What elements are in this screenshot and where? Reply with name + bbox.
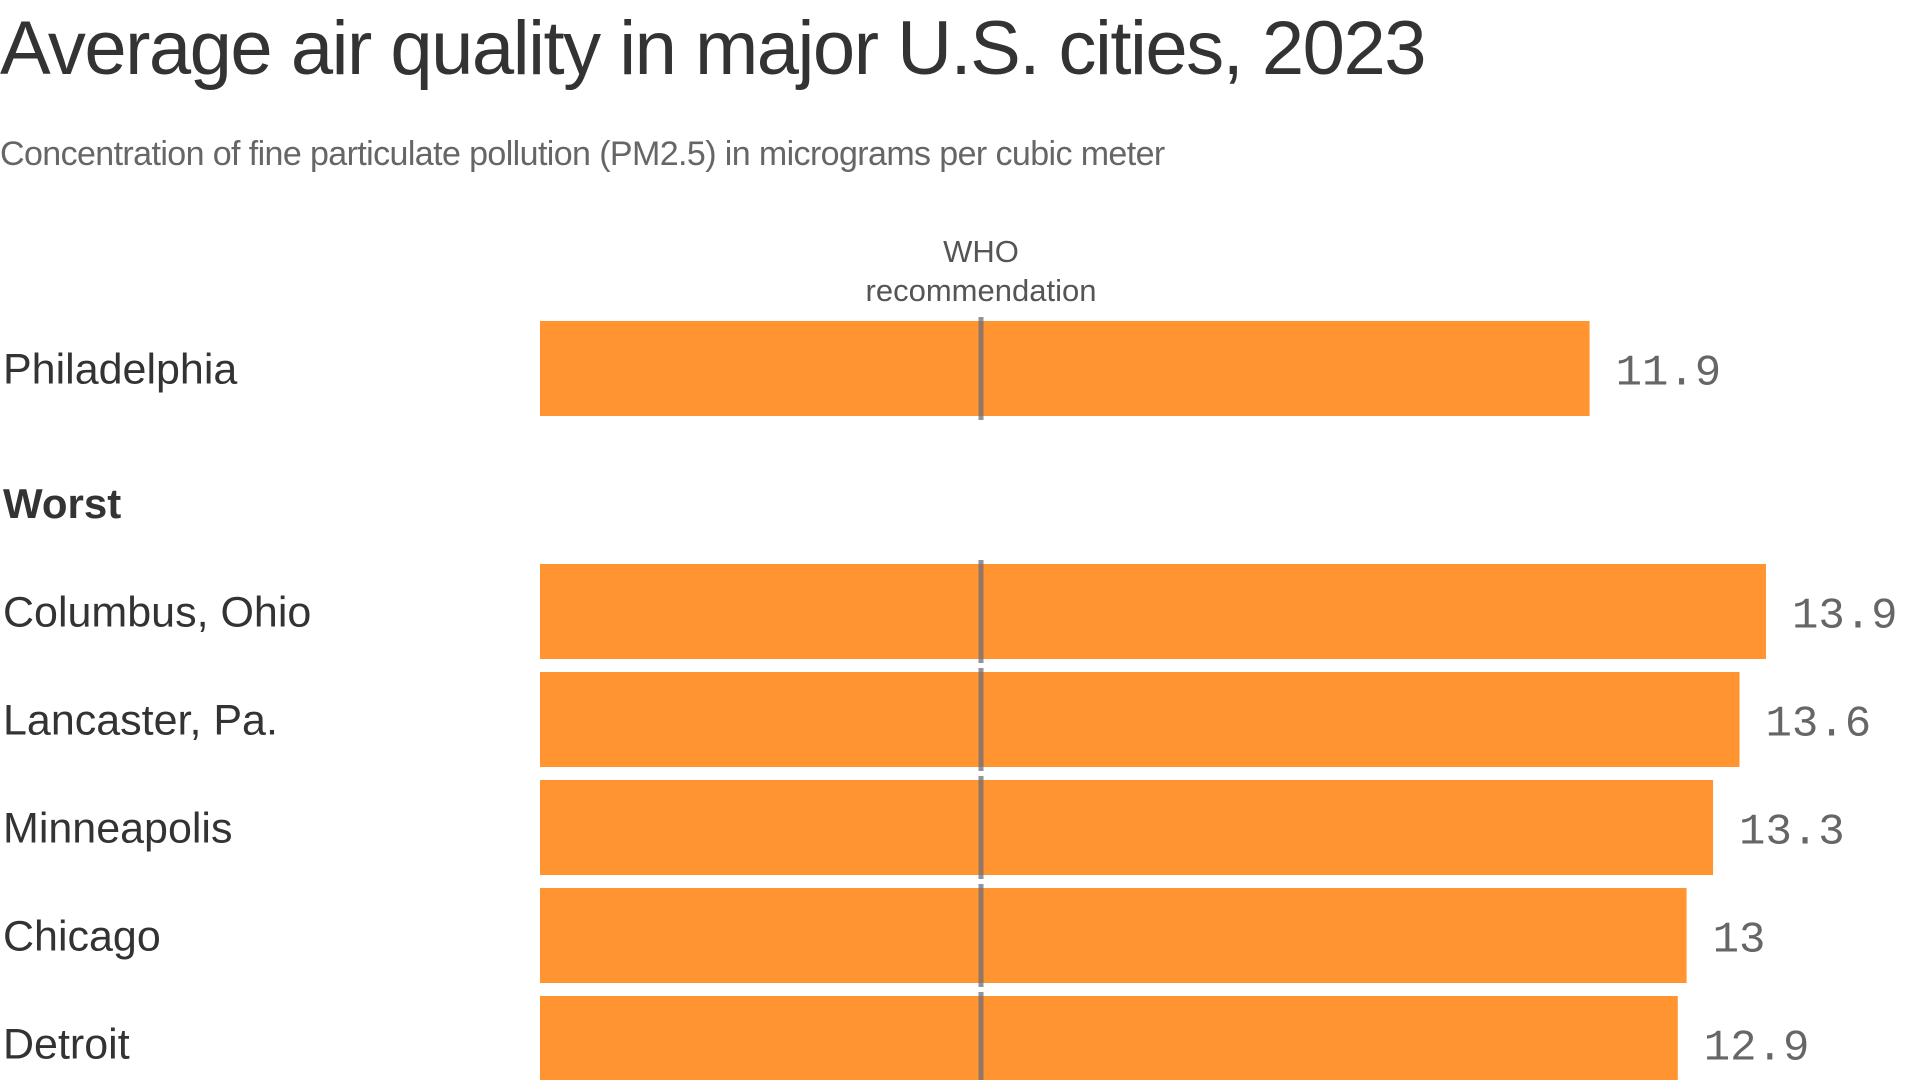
group-label-worst: Worst xyxy=(3,480,121,527)
who-reference-label: WHO xyxy=(943,234,1019,269)
who-reference-line-segment xyxy=(978,776,984,879)
category-label: Lancaster, Pa. xyxy=(3,697,278,745)
bars-layer xyxy=(540,321,1766,1080)
who-reference-line-segment xyxy=(978,884,984,987)
value-label: 13.9 xyxy=(1792,592,1898,642)
who-reference-line-segment xyxy=(978,992,984,1080)
value-label: 11.9 xyxy=(1616,349,1722,399)
bar-detroit xyxy=(540,996,1678,1080)
who-reference-line-segment xyxy=(978,560,984,663)
chart-title: Average air quality in major U.S. cities… xyxy=(0,6,1427,91)
bar-lancaster-pa xyxy=(540,672,1740,767)
category-label: Philadelphia xyxy=(3,346,237,394)
who-reference-label: recommendation xyxy=(866,273,1097,308)
category-label: Columbus, Ohio xyxy=(3,589,311,637)
bar-minneapolis xyxy=(540,780,1714,875)
value-label: 13 xyxy=(1713,916,1766,966)
value-label: 13.3 xyxy=(1739,808,1845,858)
bar-philadelphia xyxy=(540,321,1590,416)
bar-chicago xyxy=(540,888,1687,983)
value-label: 13.6 xyxy=(1766,700,1872,750)
who-reference-line-segment xyxy=(978,317,984,420)
category-label: Detroit xyxy=(3,1021,130,1069)
category-label: Minneapolis xyxy=(3,805,232,853)
labels-layer: Philadelphia 11.9 Worst Columbus, Ohio 13.9 L… xyxy=(3,346,1898,1074)
who-reference-line-segment xyxy=(978,668,984,771)
category-label: Chicago xyxy=(3,913,161,961)
bar-columbus-ohio xyxy=(540,564,1766,659)
value-label: 12.9 xyxy=(1704,1024,1810,1074)
reference-line-layer: WHO recommendation xyxy=(866,234,1097,1080)
chart-subtitle: Concentration of fine particulate pollut… xyxy=(0,135,1165,173)
